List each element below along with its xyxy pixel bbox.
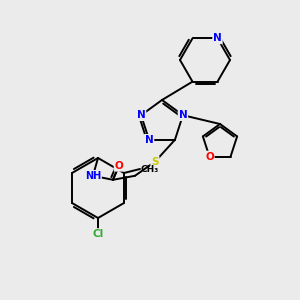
Text: CH₃: CH₃ bbox=[141, 164, 159, 173]
Text: O: O bbox=[115, 161, 123, 171]
Text: O: O bbox=[205, 152, 214, 162]
Text: NH: NH bbox=[85, 171, 101, 181]
Text: N: N bbox=[213, 33, 222, 43]
Text: N: N bbox=[137, 110, 146, 120]
Text: S: S bbox=[151, 157, 159, 167]
Text: Cl: Cl bbox=[92, 229, 104, 239]
Text: N: N bbox=[145, 135, 153, 145]
Text: N: N bbox=[178, 110, 187, 120]
